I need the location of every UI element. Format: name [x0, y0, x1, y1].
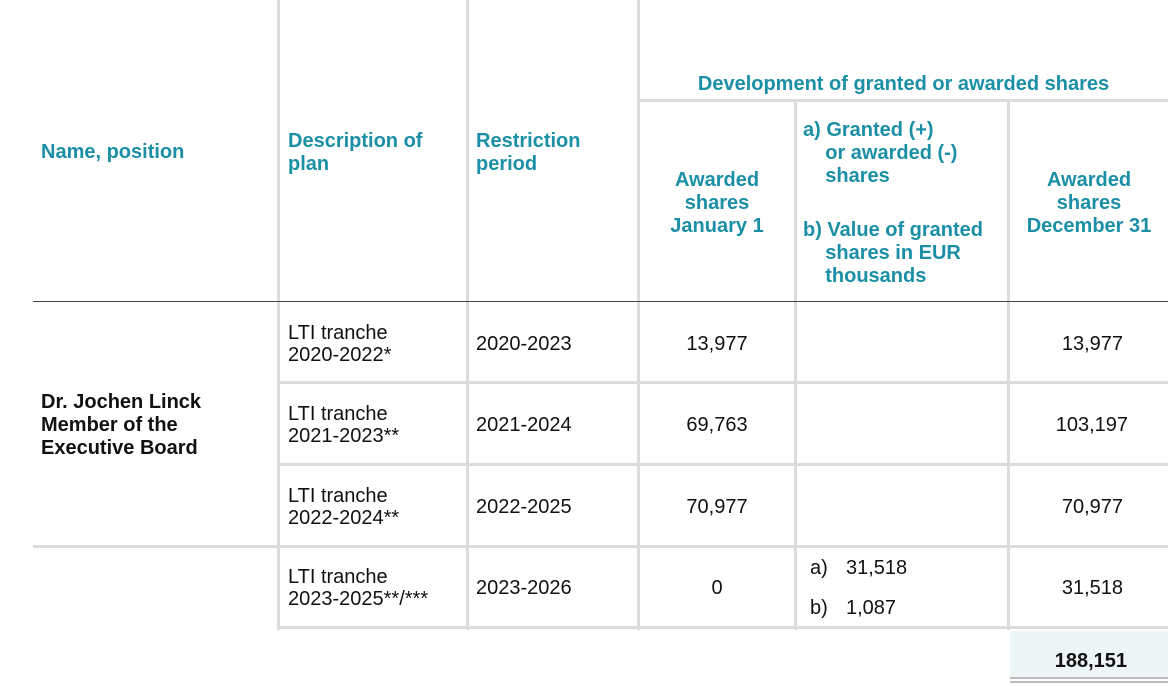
total-underline-1 [1010, 677, 1168, 679]
total-cell-background [1010, 631, 1168, 677]
group-header-divider [638, 99, 1168, 102]
col-divider-5 [1007, 100, 1010, 630]
row-3-dec31: 70,977 [1061, 496, 1123, 518]
header-granted-a: a) Granted (+) or awarded (-) shares [803, 119, 958, 187]
header-bottom-rule [33, 301, 1168, 302]
header-awarded-jan1: Awarded shares January 1 [670, 169, 764, 237]
row-4-dec31: 31,518 [1061, 577, 1123, 599]
row-4-jan1: 0 [711, 577, 723, 599]
col-divider-3 [637, 0, 640, 630]
col-divider-4 [794, 100, 797, 630]
row-2-period: 2021-2024 [476, 414, 572, 436]
row-4-plan: LTI tranche 2023-2025**/*** [288, 566, 429, 610]
col-divider-2 [466, 0, 469, 630]
row-4-granted-a: 31,518 [846, 557, 908, 579]
row-1-period: 2020-2023 [476, 333, 572, 355]
col-divider-1 [277, 0, 280, 630]
row-4-period: 2023-2026 [476, 577, 572, 599]
row-3-jan1: 70,977 [686, 496, 748, 518]
row-3-plan: LTI tranche 2022-2024** [288, 485, 400, 529]
row-1-plan: LTI tranche 2020-2022* [288, 322, 392, 366]
row-2-plan: LTI tranche 2021-2023** [288, 403, 400, 447]
header-granted-b: b) Value of granted shares in EUR thousa… [803, 219, 984, 287]
header-restriction-period: Restriction period [476, 130, 581, 175]
row-4-granted-b: 1,087 [846, 597, 897, 619]
row-divider-2 [278, 463, 1168, 466]
row-divider-3 [33, 545, 1168, 548]
header-awarded-dec31: Awarded shares December 31 [1026, 169, 1152, 237]
row-4-granted-a-label: a) [810, 557, 828, 579]
person-name-position: Dr. Jochen Linck Member of the Executive… [41, 391, 202, 459]
row-4-granted-b-label: b) [810, 597, 828, 619]
row-2-jan1: 69,763 [686, 414, 748, 436]
row-1-dec31: 13,977 [1061, 333, 1123, 355]
total-underline-2 [1010, 681, 1168, 683]
row-2-dec31: 103,197 [1055, 414, 1128, 436]
header-name-position: Name, position [41, 141, 185, 163]
total-value: 188,151 [1054, 650, 1127, 672]
row-divider-1 [278, 381, 1168, 384]
header-description-plan: Description of plan [288, 130, 423, 175]
row-divider-4 [278, 626, 1168, 629]
header-development-group: Development of granted or awarded shares [697, 73, 1110, 95]
row-3-period: 2022-2025 [476, 496, 572, 518]
row-1-jan1: 13,977 [686, 333, 748, 355]
